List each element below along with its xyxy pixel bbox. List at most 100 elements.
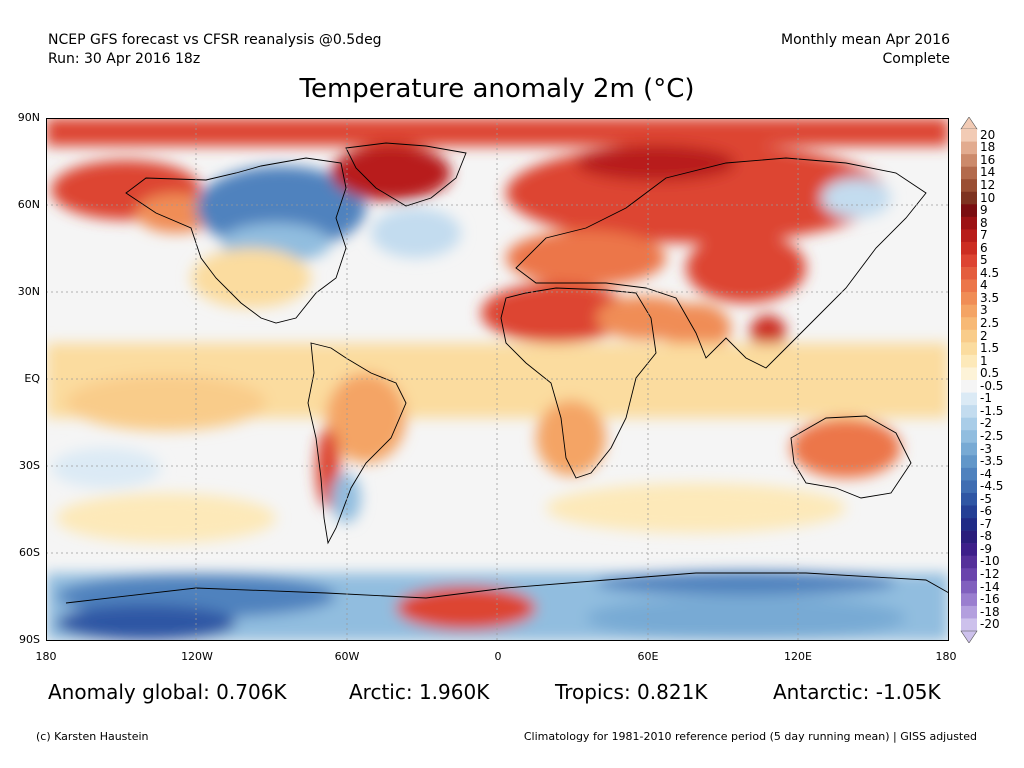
colorbar-swatch: [961, 267, 977, 280]
copyright: (c) Karsten Haustein: [36, 730, 149, 743]
colorbar-label: 16: [980, 152, 996, 167]
colorbar-label: 2: [980, 328, 988, 343]
colorbar-label: 20: [980, 127, 996, 142]
colorbar-bottom-arrow: [960, 630, 978, 643]
colorbar-swatch: [961, 342, 977, 356]
colorbar-label: 4: [980, 278, 988, 293]
colorbar-label: -3: [980, 441, 992, 456]
colorbar-swatch: [961, 467, 977, 481]
colorbar-label: -1.5: [980, 403, 1004, 418]
lat-label-30s: 30S: [19, 459, 40, 472]
anomaly-field: [46, 118, 949, 641]
colorbar-label: -10: [980, 554, 1000, 569]
colorbar-swatch: [961, 317, 977, 331]
colorbar-label: 5: [980, 253, 988, 268]
colorbar-label: -20: [980, 617, 1000, 632]
colorbar-swatch: [961, 555, 977, 569]
colorbar-swatch: [961, 216, 977, 230]
colorbar-swatch: [961, 279, 977, 293]
colorbar-label: -12: [980, 567, 1000, 582]
lon-label-180e: 180: [935, 650, 957, 663]
colorbar-swatch: [961, 304, 977, 318]
colorbar-swatch: [961, 417, 977, 431]
colorbar-swatch: [961, 455, 977, 469]
stat-antarctic: Antarctic: -1.05K: [773, 680, 941, 704]
colorbar-label: 1: [980, 353, 988, 368]
colorbar-swatch: [961, 543, 977, 556]
colorbar-swatch: [961, 254, 977, 268]
colorbar-swatch: [961, 580, 977, 594]
colorbar-label: -2: [980, 416, 992, 431]
colorbar-swatch: [961, 154, 977, 167]
colorbar-label: -9: [980, 541, 992, 556]
lon-label-60e: 60E: [637, 650, 659, 663]
colorbar-swatch: [961, 367, 977, 381]
colorbar-label: -14: [980, 579, 1000, 594]
colorbar-swatch: [961, 229, 977, 243]
colorbar-label: 18: [980, 140, 996, 155]
colorbar-label: -18: [980, 604, 1000, 619]
colorbar-swatch: [961, 204, 977, 218]
header-left: NCEP GFS forecast vs CFSR reanalysis @0.…: [48, 31, 382, 69]
colorbar-swatch: [961, 492, 977, 506]
lon-label-120e: 120E: [784, 650, 812, 663]
colorbar-swatch: [961, 392, 977, 406]
stat-arctic: Arctic: 1.960K: [349, 680, 490, 704]
lat-label-30n: 30N: [17, 285, 40, 298]
colorbar-label: -1: [980, 391, 992, 406]
colorbar-swatch: [961, 191, 977, 205]
model-run-title: NCEP GFS forecast vs CFSR reanalysis @0.…: [48, 32, 382, 48]
colorbar-label: -3.5: [980, 454, 1004, 469]
lat-label-eq: EQ: [24, 372, 40, 385]
colorbar-swatch: [961, 292, 977, 305]
colorbar-swatch: [961, 129, 977, 142]
colorbar-label: -16: [980, 592, 1000, 607]
lon-label-0: 0: [494, 650, 502, 663]
colorbar-label: 12: [980, 177, 996, 192]
colorbar-swatch: [961, 166, 977, 180]
colorbar: [960, 117, 978, 643]
period-label: Monthly mean Apr 2016: [781, 32, 950, 48]
colorbar-label: 7: [980, 228, 988, 243]
colorbar-swatch: [961, 518, 977, 531]
colorbar-label: 0.5: [980, 366, 1000, 381]
graticule: [46, 118, 949, 641]
colorbar-swatch: [961, 505, 977, 519]
colorbar-label: -5: [980, 491, 992, 506]
anomaly-map: [46, 118, 949, 641]
colorbar-label: 14: [980, 165, 996, 180]
lat-label-60n: 60N: [17, 198, 40, 211]
lon-label-60w: 60W: [334, 650, 360, 663]
colorbar-label: 10: [980, 190, 996, 205]
colorbar-label: -0.5: [980, 378, 1004, 393]
colorbar-label: -2.5: [980, 428, 1004, 443]
colorbar-swatch: [961, 329, 977, 343]
colorbar-swatch: [961, 241, 977, 255]
colorbar-swatch: [961, 593, 977, 607]
colorbar-label: -6: [980, 504, 992, 519]
map-title: Temperature anomaly 2m (°C): [299, 74, 695, 104]
colorbar-swatch: [961, 430, 977, 444]
lat-label-90n: 90N: [17, 111, 40, 124]
colorbar-label: 8: [980, 215, 988, 230]
map-frame: [46, 118, 949, 641]
colorbar-swatch: [961, 605, 977, 619]
colorbar-swatch: [961, 442, 977, 456]
colorbar-swatch: [961, 568, 977, 582]
colorbar-label: 2.5: [980, 316, 1000, 331]
colorbar-swatch: [961, 354, 977, 368]
colorbar-label: -8: [980, 529, 992, 544]
header-right: Monthly mean Apr 2016 Complete: [781, 31, 950, 69]
colorbar-top-arrow: [960, 117, 978, 130]
colorbar-swatch: [961, 480, 977, 494]
stat-tropics: Tropics: 0.821K: [555, 680, 708, 704]
colorbar-label: -4: [980, 466, 992, 481]
colorbar-label: 1.5: [980, 341, 1000, 356]
coastlines: [65, 142, 949, 604]
colorbar-swatch: [961, 141, 977, 155]
climatology-note: Climatology for 1981-2010 reference peri…: [523, 730, 977, 743]
anomaly-map-svg: [46, 118, 949, 641]
colorbar-label: 9: [980, 203, 988, 218]
colorbar-label: -7: [980, 516, 992, 531]
lat-label-60s: 60S: [19, 546, 40, 559]
